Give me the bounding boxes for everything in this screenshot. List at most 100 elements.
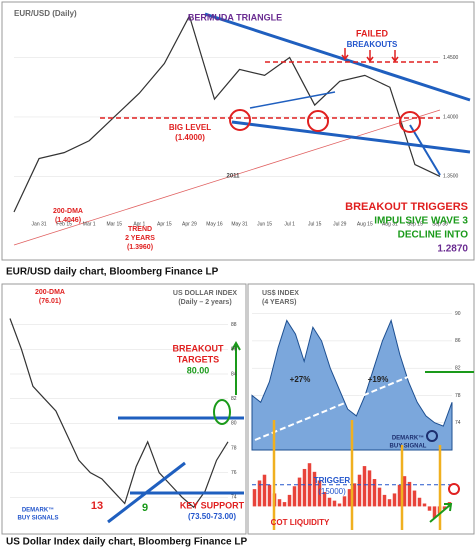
chart-title: COT LIQUIDITY (271, 518, 330, 527)
y-tick-label: 76 (231, 470, 237, 476)
inner-line (249, 91, 336, 109)
y-tick-label: 78 (231, 445, 237, 451)
bar (332, 500, 337, 507)
arrow (429, 503, 453, 523)
annotation: DEMARK™ (392, 435, 424, 442)
x-tick-label: Aug 15 (357, 221, 373, 227)
annotation: 2 YEARS (125, 235, 155, 242)
y-tick-label: 82 (231, 396, 237, 402)
y-tick-label: 74 (231, 495, 237, 501)
x-tick-label: Apr 29 (182, 221, 197, 227)
annotation: IMPULSIVE WAVE 3 (374, 216, 468, 227)
annotation: TRIGGER (314, 476, 351, 485)
bar (252, 489, 257, 507)
arrow (231, 340, 241, 395)
caption: US Dollar Index daily chart, Bloomberg F… (6, 537, 247, 548)
y-tick-label: 78 (455, 393, 461, 399)
annotation: BUY SIGNALS (18, 516, 59, 522)
annotation: BREAKOUT TRIGGERS (345, 201, 468, 213)
chart-subtitle: (Daily – 2 years) (178, 299, 231, 306)
bar (337, 503, 342, 507)
x-tick-label: May 31 (231, 221, 248, 227)
bar (267, 484, 272, 507)
eurusd-frame (1, 1, 475, 261)
bar (297, 477, 302, 507)
annotation: FAILED (356, 28, 389, 38)
dxy-daily-frame (1, 283, 247, 535)
arrows (341, 48, 399, 63)
y-tick-label: 1.4500 (443, 55, 459, 61)
bar (402, 476, 407, 507)
circle (399, 111, 421, 133)
bar (417, 497, 422, 507)
price-line (13, 14, 441, 213)
bar (362, 466, 367, 507)
bar (277, 499, 282, 507)
chart-title: US DOLLAR INDEX (173, 290, 238, 297)
x-tick-label: Jun 15 (257, 221, 272, 227)
bar (412, 490, 417, 507)
bar (302, 468, 307, 507)
bar (382, 494, 387, 507)
annotation: +27% (290, 375, 311, 384)
x-tick-label: Apr 1 (133, 221, 145, 227)
annotation: (1.4046) (55, 217, 81, 224)
caption: EUR/USD daily chart, Bloomberg Finance L… (6, 267, 219, 278)
bar (357, 474, 362, 507)
x-tick-label: Aug 31 (382, 221, 398, 227)
y-tick-label: 86 (231, 347, 237, 353)
annotation: BIG LEVEL (169, 123, 211, 132)
annotation: BREAKOUTS (347, 40, 398, 49)
bar (432, 506, 437, 518)
triangle-upper (204, 12, 471, 102)
bar (372, 479, 377, 507)
bar (287, 494, 292, 507)
annotation: 9 (142, 502, 148, 514)
bar (347, 489, 352, 507)
bar (327, 497, 332, 507)
y-tick-label: 80 (231, 421, 237, 427)
bar (322, 492, 327, 507)
bar (387, 499, 392, 507)
annotation: DECLINE INTO (398, 230, 469, 241)
rising-line (107, 461, 186, 524)
bar (407, 481, 412, 507)
annotation: +19% (368, 375, 389, 384)
bar (352, 483, 357, 507)
x-tick-label: Mar 1 (83, 221, 96, 227)
chart-title: US$ INDEX (262, 290, 299, 297)
bar (422, 503, 427, 507)
trend-line (254, 371, 421, 441)
x-tick-label: Jul 15 (308, 221, 322, 227)
annotation: TREND (128, 226, 152, 233)
circle (213, 399, 231, 425)
breakdown-line (409, 124, 441, 176)
x-tick-label: Jul 29 (333, 221, 347, 227)
bar (262, 474, 267, 507)
bar (292, 486, 297, 507)
annotation: (73.50-73.00) (188, 512, 236, 521)
x-tick-label: Jul 1 (284, 221, 295, 227)
annotation: BREAKOUT (173, 343, 225, 353)
x-tick-label: Mar 15 (106, 221, 122, 227)
bar (397, 484, 402, 507)
bar (392, 493, 397, 507)
annotation: (1.4000) (175, 133, 205, 142)
bar (367, 470, 372, 507)
y-tick-label: 82 (455, 366, 461, 372)
annotation: DEMARK™ (22, 507, 54, 514)
chart-title: EUR/USD (Daily) (14, 9, 77, 18)
circle (307, 110, 329, 132)
annotation: TARGETS (177, 354, 219, 364)
bar (282, 502, 287, 507)
x-tick-label: Apr 15 (157, 221, 172, 227)
y-tick-label: 1.3500 (443, 174, 459, 180)
y-tick-label: 90 (455, 311, 461, 317)
x-tick-label: Feb 15 (56, 221, 72, 227)
x-tick-label: Jan 31 (32, 221, 47, 227)
triangle-lower (231, 120, 471, 154)
bar (427, 506, 432, 511)
annotation: 200-DMA (35, 289, 65, 296)
x-tick-label: May 16 (206, 221, 223, 227)
